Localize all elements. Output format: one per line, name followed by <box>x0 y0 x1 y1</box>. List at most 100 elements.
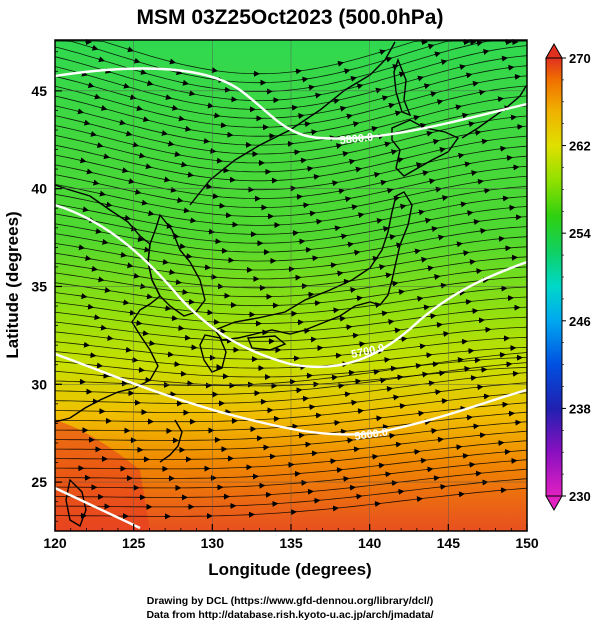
x-tick-label: 140 <box>358 535 382 551</box>
streamline-arrow <box>463 161 471 168</box>
lat-lon-grid <box>55 40 527 531</box>
colorbar: 270 262 254 246 238 230 <box>545 42 591 512</box>
streamline-arrow <box>387 102 395 109</box>
streamline-arrow <box>329 458 337 465</box>
streamline-arrow <box>398 403 406 410</box>
streamline-arrow <box>161 258 169 265</box>
streamline-arrow <box>83 119 91 126</box>
streamline-arrow <box>509 114 517 121</box>
streamline-arrow <box>385 386 393 392</box>
streamline-arrow <box>396 374 404 381</box>
streamline-arrow <box>213 112 221 119</box>
streamline-arrow <box>203 264 211 271</box>
streamline-arrow <box>218 202 226 209</box>
streamline-arrow <box>306 165 314 172</box>
streamline-arrow <box>119 251 127 258</box>
colorbar-tick-label: 254 <box>569 226 591 241</box>
streamline-arrow <box>437 234 445 241</box>
coastline-honshu <box>213 191 413 341</box>
streamline-arrow <box>356 408 364 415</box>
colorbar-tick-label: 238 <box>569 401 591 416</box>
map-title: MSM 03Z25Oct2023 (500.0hPa) <box>137 6 444 29</box>
streamline-arrow <box>513 73 521 80</box>
streamline-arrow <box>303 121 311 128</box>
streamline-arrow <box>385 56 393 63</box>
streamline-arrow <box>441 195 449 201</box>
streamline-arrow <box>330 374 338 381</box>
streamline-arrow <box>97 56 105 63</box>
streamline-arrow <box>476 178 484 185</box>
streamline-arrow <box>413 248 421 255</box>
streamline-arrow <box>400 336 408 343</box>
streamline-arrow <box>314 412 322 419</box>
streamline-arrow <box>468 461 476 468</box>
streamline-arrow <box>81 206 89 213</box>
streamline-arrow <box>133 57 141 64</box>
streamline-arrow <box>382 226 390 232</box>
colorbar-ticks: 270 262 254 246 238 230 <box>562 51 591 504</box>
streamline-arrow <box>358 341 366 348</box>
streamline-arrow <box>499 487 507 494</box>
streamline-arrow <box>293 149 301 156</box>
streamline-arrow <box>171 104 179 111</box>
streamline-arrow <box>346 437 354 444</box>
streamline-arrow <box>472 219 480 225</box>
streamline-arrow <box>421 170 429 177</box>
streamline-arrow <box>180 161 188 168</box>
streamline-arrow <box>288 378 296 385</box>
streamline-arrow <box>337 188 345 195</box>
streamline-arrow <box>168 269 176 275</box>
streamline-arrow <box>336 60 344 67</box>
contour-line-5600 <box>54 352 528 436</box>
streamline-arrow <box>501 195 509 202</box>
streamline-arrow <box>187 298 195 305</box>
streamline-arrow <box>459 201 467 208</box>
streamline-arrow <box>497 440 505 447</box>
streamline-arrow <box>166 351 174 358</box>
streamline-arrow <box>308 210 316 217</box>
streamline-arrow <box>440 59 448 66</box>
streamline-arrow <box>416 75 424 82</box>
streamline-arrow <box>370 126 378 132</box>
streamline-arrow <box>500 55 508 62</box>
streamline-arrow <box>454 104 462 111</box>
streamline-arrow <box>350 399 358 406</box>
streamline-arrow <box>433 51 441 58</box>
coastline-taiwan <box>65 478 87 528</box>
streamline-arrow <box>345 324 353 331</box>
streamline-arrow <box>425 352 433 359</box>
x-tick-label: 125 <box>122 535 146 551</box>
contour-label-5800: 5800.0 <box>339 132 374 147</box>
streamline-arrow <box>172 233 180 239</box>
streamline-arrow <box>373 171 381 178</box>
streamline-arrow <box>307 84 315 91</box>
streamline-arrow <box>474 470 482 477</box>
streamline-arrow <box>86 303 94 310</box>
streamline-arrow <box>91 44 99 51</box>
streamline-arrow <box>438 147 446 153</box>
streamline-arrow <box>132 272 140 279</box>
streamline-arrow <box>98 190 106 197</box>
streamline-arrow <box>342 475 350 482</box>
streamline-arrow <box>135 319 143 326</box>
streamline-arrow <box>465 72 473 79</box>
streamline-arrow <box>435 322 443 329</box>
streamline-arrow <box>428 178 436 185</box>
streamline-arrow <box>183 334 191 341</box>
streamline-arrow <box>475 40 483 47</box>
streamline-arrow <box>414 362 422 369</box>
streamline-arrow <box>100 104 108 111</box>
streamline-arrow <box>418 343 426 350</box>
streamline-arrow <box>391 64 399 70</box>
y-axis-label: Latitude (degrees) <box>3 211 22 358</box>
streamline-arrow <box>355 295 363 302</box>
streamline-arrow <box>377 462 385 469</box>
streamline-arrow <box>93 314 101 321</box>
streamline-arrow <box>426 466 434 473</box>
streamline-arrow <box>76 108 84 115</box>
streamline-arrow <box>417 209 425 216</box>
streamline-arrow <box>210 67 218 74</box>
streamline-arrow <box>144 163 152 170</box>
streamline-arrow <box>129 94 137 100</box>
streamline-arrow <box>421 371 429 378</box>
